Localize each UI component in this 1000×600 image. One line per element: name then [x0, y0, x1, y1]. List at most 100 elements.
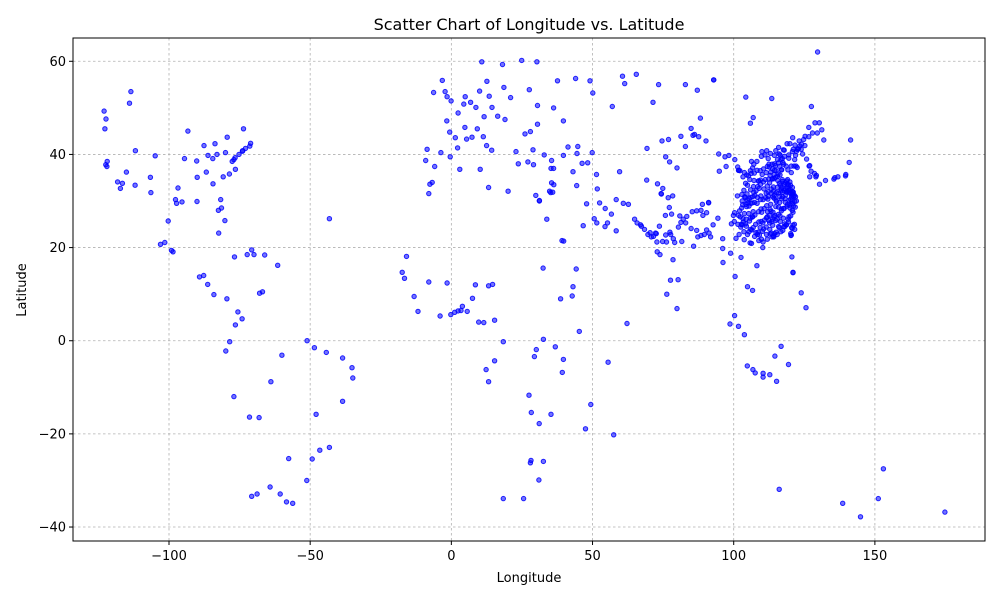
data-point — [760, 374, 766, 380]
data-point — [575, 143, 581, 150]
data-point — [476, 319, 482, 325]
data-point — [749, 227, 755, 233]
data-point — [650, 233, 657, 240]
data-point — [658, 190, 664, 197]
data-point — [175, 185, 181, 191]
data-point — [792, 142, 798, 148]
data-point — [776, 151, 782, 157]
data-point — [674, 305, 680, 312]
data-point — [573, 266, 579, 272]
data-point — [268, 379, 274, 385]
data-point — [552, 344, 558, 350]
data-point — [754, 263, 760, 269]
data-point — [735, 323, 742, 329]
y-tick-label: 40 — [49, 148, 66, 163]
data-point — [232, 155, 238, 161]
data-point — [350, 375, 356, 381]
data-point — [622, 80, 628, 87]
data-point — [550, 105, 557, 111]
data-point — [533, 192, 539, 199]
data-point — [411, 293, 417, 300]
data-point — [587, 78, 593, 84]
data-point — [734, 193, 741, 199]
data-point — [774, 184, 780, 191]
data-point — [760, 196, 766, 203]
data-point — [656, 223, 663, 229]
data-point — [485, 184, 492, 191]
data-point — [423, 157, 429, 164]
data-point — [679, 238, 685, 245]
x-tick-label: 150 — [862, 549, 887, 564]
data-point — [808, 103, 815, 110]
data-point — [551, 182, 557, 188]
data-point — [775, 144, 782, 151]
data-point — [194, 174, 200, 181]
data-point — [814, 130, 820, 136]
data-point — [574, 182, 580, 189]
data-point — [505, 188, 511, 194]
data-point — [786, 155, 792, 161]
data-point — [666, 159, 673, 165]
data-point — [432, 163, 438, 170]
data-point — [311, 345, 318, 351]
data-point — [773, 378, 780, 384]
data-point — [782, 186, 789, 192]
data-point — [240, 126, 247, 132]
data-point — [616, 169, 623, 175]
data-point — [772, 353, 778, 359]
data-point — [463, 136, 470, 142]
data-point — [847, 137, 854, 143]
data-point — [218, 205, 225, 211]
data-point — [722, 154, 728, 160]
data-point — [283, 499, 290, 505]
data-point — [784, 141, 790, 147]
data-point — [235, 309, 241, 315]
data-point — [491, 317, 498, 323]
data-point — [480, 134, 486, 140]
data-point — [711, 77, 717, 83]
data-point — [620, 200, 626, 207]
data-point — [123, 169, 130, 175]
data-point — [769, 95, 775, 102]
data-point — [746, 210, 752, 217]
data-point — [574, 150, 580, 157]
data-point — [742, 221, 749, 227]
data-point — [776, 180, 783, 187]
data-point — [132, 148, 139, 154]
data-point — [767, 150, 774, 157]
data-point — [822, 177, 829, 184]
data-point — [789, 148, 796, 155]
data-point — [775, 223, 782, 230]
data-point — [748, 240, 755, 247]
data-point — [469, 295, 476, 301]
data-point — [304, 338, 310, 344]
data-point — [499, 61, 506, 68]
data-point — [638, 223, 645, 229]
data-point — [205, 281, 211, 288]
data-point — [323, 349, 329, 356]
data-point — [706, 230, 712, 236]
data-point — [424, 146, 430, 153]
data-point — [644, 145, 650, 152]
data-point — [218, 196, 224, 203]
data-point — [536, 477, 542, 483]
data-point — [444, 280, 450, 286]
data-point — [236, 151, 242, 158]
data-point — [429, 179, 435, 186]
data-point — [246, 414, 253, 420]
data-point — [785, 167, 791, 173]
data-point — [522, 131, 528, 137]
data-point — [507, 94, 514, 101]
data-point — [267, 484, 273, 490]
plot-frame — [72, 37, 986, 542]
data-points — [101, 49, 948, 520]
data-point — [570, 169, 576, 175]
data-point — [223, 348, 229, 354]
data-point — [117, 185, 124, 192]
data-point — [659, 138, 665, 144]
data-point — [476, 88, 483, 94]
data-point — [224, 134, 230, 140]
data-point — [741, 187, 747, 194]
data-point — [665, 195, 671, 201]
